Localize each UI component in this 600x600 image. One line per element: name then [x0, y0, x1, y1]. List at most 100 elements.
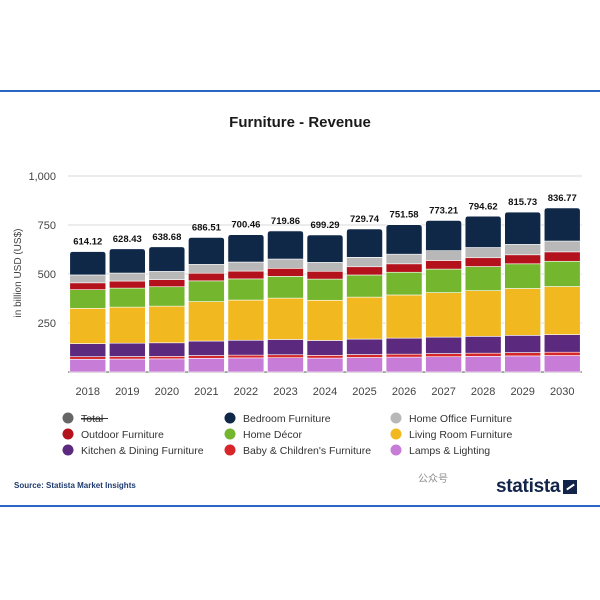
bar-stack-2030[interactable]	[543, 207, 581, 373]
bar-segment[interactable]	[504, 355, 541, 373]
bar-segment[interactable]	[188, 301, 225, 342]
bar-stack-2021[interactable]	[188, 237, 225, 373]
bar-segment[interactable]	[346, 357, 383, 373]
bar-segment[interactable]	[267, 297, 304, 340]
bar-segment[interactable]	[227, 278, 265, 301]
bar-segment[interactable]	[504, 254, 541, 265]
bar-segment[interactable]	[148, 271, 186, 280]
bar-segment[interactable]	[464, 266, 502, 291]
bar-segment[interactable]	[543, 334, 581, 353]
bar-segment[interactable]	[267, 339, 304, 356]
bar-segment[interactable]	[109, 306, 146, 344]
bar-stack-2024[interactable]	[306, 234, 344, 373]
bar-segment[interactable]	[267, 354, 304, 358]
bar-segment[interactable]	[543, 355, 581, 373]
bar-segment[interactable]	[425, 250, 462, 261]
bar-segment[interactable]	[227, 339, 265, 356]
bar-segment[interactable]	[227, 357, 265, 373]
bar-segment[interactable]	[464, 336, 502, 354]
bar-segment[interactable]	[188, 264, 225, 274]
legend-item[interactable]: Home Office Furniture	[390, 412, 513, 426]
bar-segment[interactable]	[385, 263, 423, 273]
legend-item[interactable]: Bedroom Furniture	[224, 412, 331, 426]
bar-segment[interactable]	[346, 266, 383, 276]
legend-item[interactable]: Lamps & Lighting	[390, 444, 491, 458]
bar-segment[interactable]	[385, 294, 423, 339]
bar-stack-2028[interactable]	[464, 215, 502, 373]
bar-segment[interactable]	[69, 343, 107, 358]
bar-segment[interactable]	[425, 260, 462, 270]
bar-segment[interactable]	[504, 288, 541, 336]
bar-segment[interactable]	[306, 278, 344, 301]
bar-segment[interactable]	[543, 260, 581, 287]
legend-item[interactable]: Home Décor	[224, 428, 303, 442]
bar-segment[interactable]	[464, 290, 502, 337]
bar-segment[interactable]	[188, 357, 225, 373]
bar-segment[interactable]	[69, 251, 107, 276]
bar-segment[interactable]	[464, 352, 502, 357]
bar-segment[interactable]	[109, 248, 146, 274]
bar-segment[interactable]	[543, 251, 581, 262]
bar-segment[interactable]	[109, 342, 146, 357]
bar-segment[interactable]	[69, 274, 107, 284]
bar-segment[interactable]	[425, 356, 462, 373]
bar-segment[interactable]	[227, 261, 265, 272]
bar-stack-2022[interactable]	[227, 234, 265, 373]
legend-item[interactable]: Living Room Furniture	[390, 428, 513, 442]
bar-segment[interactable]	[148, 356, 186, 360]
bar-segment[interactable]	[148, 286, 186, 307]
bar-stack-2020[interactable]	[148, 246, 186, 373]
bar-segment[interactable]	[385, 271, 423, 296]
bar-segment[interactable]	[543, 240, 581, 253]
bar-segment[interactable]	[504, 352, 541, 357]
bar-segment[interactable]	[306, 299, 344, 341]
bar-segment[interactable]	[148, 358, 186, 373]
bar-segment[interactable]	[69, 282, 107, 290]
bar-segment[interactable]	[227, 270, 265, 280]
bar-segment[interactable]	[69, 307, 107, 344]
bar-segment[interactable]	[109, 358, 146, 373]
bar-segment[interactable]	[425, 220, 462, 251]
bar-stack-2019[interactable]	[109, 248, 146, 373]
bar-segment[interactable]	[464, 215, 502, 248]
bar-segment[interactable]	[306, 234, 344, 263]
bar-segment[interactable]	[425, 268, 462, 293]
bar-segment[interactable]	[69, 356, 107, 360]
bar-segment[interactable]	[188, 340, 225, 356]
bar-stack-2025[interactable]	[346, 228, 383, 373]
bar-segment[interactable]	[346, 296, 383, 340]
bar-segment[interactable]	[306, 340, 344, 356]
bar-segment[interactable]	[188, 355, 225, 359]
bar-segment[interactable]	[385, 253, 423, 265]
bar-segment[interactable]	[425, 353, 462, 358]
bar-segment[interactable]	[504, 244, 541, 256]
bar-segment[interactable]	[306, 270, 344, 280]
bar-segment[interactable]	[267, 357, 304, 373]
bar-stack-2027[interactable]	[425, 220, 462, 373]
bar-segment[interactable]	[504, 263, 541, 289]
bar-segment[interactable]	[425, 292, 462, 338]
bar-segment[interactable]	[148, 279, 186, 288]
bar-stack-2026[interactable]	[385, 224, 423, 373]
bar-stack-2023[interactable]	[267, 230, 304, 373]
bar-segment[interactable]	[385, 337, 423, 355]
bar-segment[interactable]	[346, 228, 383, 258]
bar-segment[interactable]	[148, 342, 186, 357]
bar-segment[interactable]	[346, 338, 383, 355]
bar-segment[interactable]	[346, 274, 383, 298]
bar-segment[interactable]	[543, 351, 581, 356]
bar-segment[interactable]	[504, 211, 541, 245]
bar-segment[interactable]	[109, 287, 146, 308]
bar-segment[interactable]	[69, 358, 107, 373]
legend-item[interactable]: Baby & Children's Furniture	[224, 444, 372, 458]
bar-segment[interactable]	[227, 354, 265, 359]
bar-segment[interactable]	[504, 335, 541, 353]
bar-segment[interactable]	[425, 336, 462, 354]
bar-segment[interactable]	[109, 280, 146, 289]
bar-segment[interactable]	[227, 299, 265, 341]
bar-segment[interactable]	[109, 272, 146, 282]
legend-item[interactable]: Outdoor Furniture	[62, 428, 165, 442]
bar-segment[interactable]	[385, 224, 423, 255]
bar-stack-2018[interactable]	[69, 251, 107, 373]
bar-segment[interactable]	[306, 355, 344, 359]
